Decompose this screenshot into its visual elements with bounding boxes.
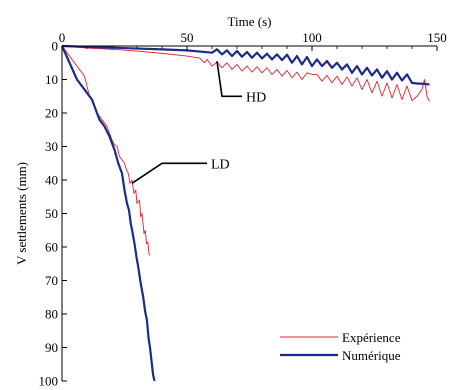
y-tick-label: 40 [45,173,58,188]
axes: 0 50 100 150 0 10 20 30 40 50 60 70 80 90 100 Time (s) V… [14,14,447,389]
annotation-leader-ld [131,162,207,184]
legend-label-numerique: Numérique [342,348,401,363]
annotation-label-ld: LD [211,157,230,172]
annotation-leader-hd [216,60,242,98]
y-tick-label: 0 [52,39,59,54]
x-tick-label: 0 [59,30,66,45]
series-experience-curve-0 [61,45,430,102]
plot-area [60,44,430,382]
series-numerique-curve-1 [60,45,156,382]
y-tick-label: 80 [45,307,58,322]
y-tick-label: 20 [45,106,58,121]
x-tick-label: 100 [302,30,322,45]
legend: Expérience Numérique [280,330,401,363]
series-numerique-curve-0 [61,44,430,86]
y-tick-label: 70 [45,273,58,288]
y-tick-label: 90 [45,340,58,355]
y-tick-label: 10 [45,72,58,87]
y-tick-label: 50 [45,206,58,221]
annotations: HD LD [131,60,266,184]
x-axis-title: Time (s) [228,14,272,29]
y-axis-title: V settlements (mm) [14,162,29,265]
y-tick-label: 60 [45,240,58,255]
y-tick-label: 30 [45,139,58,154]
x-tick-label: 50 [181,30,194,45]
y-tick-label: 100 [39,374,59,389]
annotation-label-hd: HD [246,90,266,105]
legend-label-experience: Expérience [342,330,401,345]
x-tick-label: 150 [427,30,447,45]
